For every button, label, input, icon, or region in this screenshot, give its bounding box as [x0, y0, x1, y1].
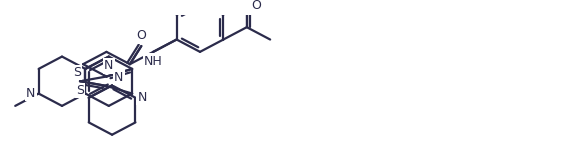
Text: NH: NH [144, 55, 163, 68]
Text: S: S [76, 84, 84, 97]
Text: N: N [26, 87, 35, 100]
Text: O: O [136, 29, 146, 42]
Text: O: O [251, 0, 261, 11]
Text: S: S [73, 66, 81, 79]
Text: N: N [104, 59, 114, 72]
Text: N: N [114, 71, 123, 83]
Text: N: N [137, 91, 147, 104]
